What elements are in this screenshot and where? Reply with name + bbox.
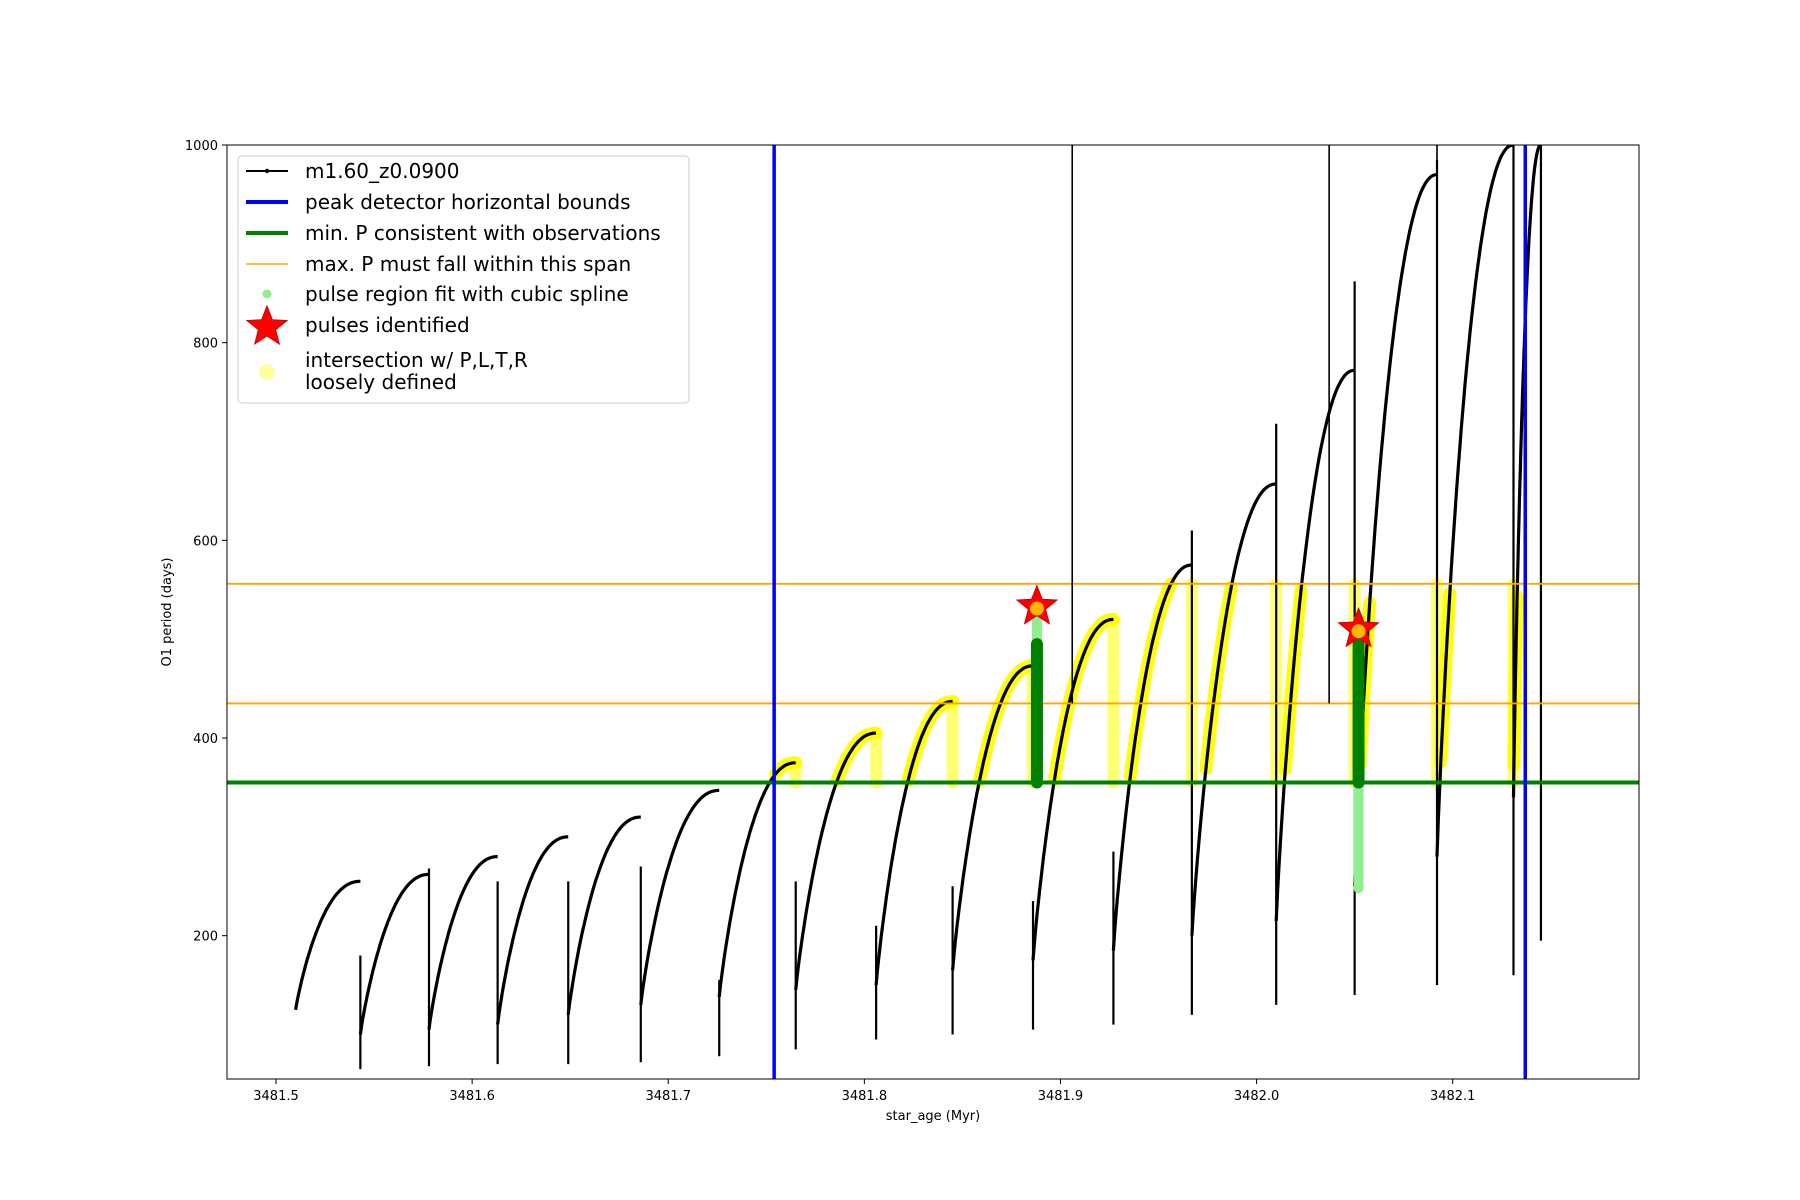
x-tick-label: 3481.7 xyxy=(646,1089,692,1104)
x-tick-label: 3481.5 xyxy=(253,1089,299,1104)
spline-layer xyxy=(1030,604,1365,894)
y-axis: 200 400 600 800 1000 xyxy=(185,139,227,945)
track-cycle xyxy=(874,699,953,986)
y-tick-label: 1000 xyxy=(185,139,218,154)
legend-label-intersection-line2: loosely defined xyxy=(305,370,457,394)
track-cycle xyxy=(1190,482,1277,936)
track-cycle xyxy=(294,879,361,1011)
legend-swatch-marker xyxy=(264,168,270,174)
legend-label-spline: pulse region fit with cubic spline xyxy=(305,282,629,306)
track-cycle xyxy=(427,854,499,1030)
legend-label-maxp: max. P must fall within this span xyxy=(305,252,631,276)
legend-label-minp: min. P consistent with observations xyxy=(305,221,661,245)
legend-frame xyxy=(237,155,690,404)
legend-swatch-star xyxy=(245,304,289,346)
y-tick-label: 600 xyxy=(193,534,218,549)
stars-layer xyxy=(1015,584,1380,648)
x-tick-label: 3482.0 xyxy=(1234,1089,1280,1104)
track-cycle xyxy=(639,788,720,1006)
track-cycle xyxy=(1435,145,1514,857)
plot-frame xyxy=(226,144,1640,1080)
x-axis: 3481.5 3481.6 3481.7 3481.8 3481.9 3482.0 3482… xyxy=(253,1079,1475,1104)
x-tick-label: 3482.1 xyxy=(1430,1089,1476,1104)
pulse-star-highlight xyxy=(1029,601,1044,616)
x-tick-label: 3481.9 xyxy=(1038,1089,1084,1104)
y-tick-label: 800 xyxy=(193,337,218,352)
track-cycle xyxy=(496,835,569,1025)
legend-label-intersection: intersection w/ P,L,T,R xyxy=(305,348,528,372)
y-tick-label: 400 xyxy=(193,732,218,747)
track-cycle xyxy=(1031,617,1114,961)
track-cycle xyxy=(358,872,430,1035)
horizontal-lines-layer xyxy=(227,582,1639,785)
track-cycle xyxy=(1111,563,1193,951)
x-tick-label: 3481.8 xyxy=(842,1089,888,1104)
legend-label-track: m1.60_z0.0900 xyxy=(305,159,460,183)
track-cycle xyxy=(1274,368,1355,921)
track-cycle xyxy=(1511,145,1543,798)
track-cycle xyxy=(566,815,642,1015)
legend-swatch-intersection xyxy=(259,364,275,380)
x-tick-label: 3481.6 xyxy=(449,1089,495,1104)
x-axis-label: star_age (Myr) xyxy=(886,1109,980,1124)
track-layer xyxy=(294,145,1543,1070)
plot-area xyxy=(227,145,1639,1079)
track-cycle xyxy=(951,664,1034,971)
y-axis-label: O1 period (days) xyxy=(160,557,175,666)
legend-label-pulses: pulses identified xyxy=(305,313,470,337)
legend-label-bounds: peak detector horizontal bounds xyxy=(305,190,631,214)
pulse-star-highlight xyxy=(1351,624,1366,639)
legend-swatch-spline xyxy=(262,289,272,299)
track-cycle xyxy=(717,761,797,998)
y-tick-label: 200 xyxy=(193,930,218,945)
vertical-lines-layer xyxy=(772,145,1528,1079)
